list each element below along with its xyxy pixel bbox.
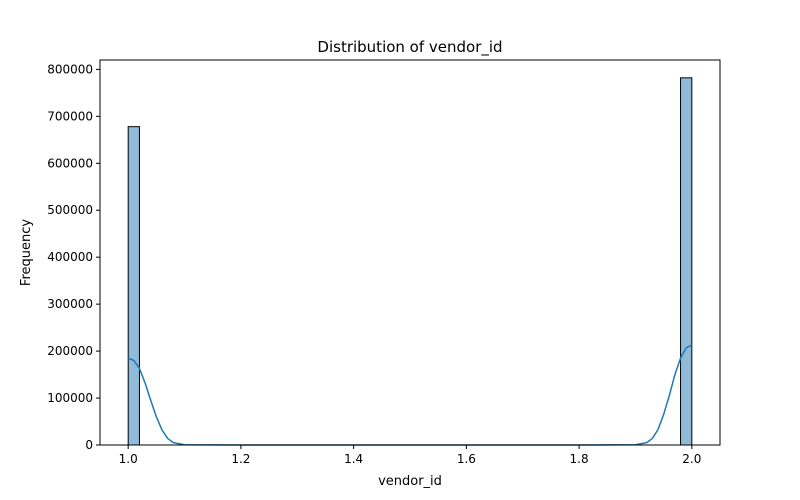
x-tick-label: 1.0 — [119, 452, 138, 466]
histogram-bar-2 — [680, 77, 693, 446]
y-tick-label: 300000 — [47, 297, 93, 311]
x-tick-label: 1.8 — [570, 452, 589, 466]
x-tick-label: 2.0 — [682, 452, 701, 466]
y-tick-label: 700000 — [47, 109, 93, 123]
y-tick-label: 600000 — [47, 156, 93, 170]
x-axis-label: vendor_id — [378, 474, 442, 489]
plot-area-frame — [99, 59, 721, 446]
y-tick-label: 100000 — [47, 391, 93, 405]
y-tick-label: 200000 — [47, 344, 93, 358]
x-tick-label: 1.2 — [231, 452, 250, 466]
x-tick-label: 1.4 — [344, 452, 363, 466]
x-axis-ticks: 1.0 1.2 1.4 1.6 1.8 2.0 — [119, 445, 701, 466]
histogram-bar-1 — [127, 126, 140, 446]
y-axis-ticks: 0 100000 200000 300000 400000 500000 600000 700… — [47, 62, 100, 452]
x-tick-label: 1.6 — [457, 452, 476, 466]
y-tick-label: 400000 — [47, 250, 93, 264]
y-axis-label: Frequency — [19, 219, 34, 286]
y-tick-label: 0 — [85, 438, 93, 452]
y-tick-label: 500000 — [47, 203, 93, 217]
y-tick-label: 800000 — [47, 62, 93, 76]
chart-title: Distribution of vendor_id — [317, 38, 502, 57]
